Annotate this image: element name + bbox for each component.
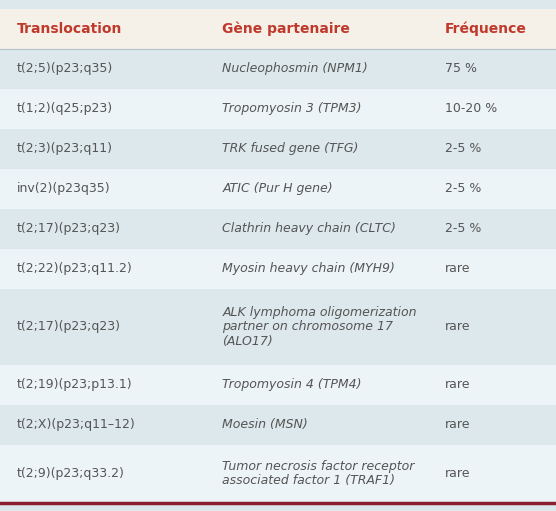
Text: t(2;22)(p23;q11.2): t(2;22)(p23;q11.2) bbox=[17, 262, 132, 275]
Text: t(2;9)(p23;q33.2): t(2;9)(p23;q33.2) bbox=[17, 467, 125, 480]
Text: t(2;19)(p23;p13.1): t(2;19)(p23;p13.1) bbox=[17, 378, 132, 391]
Text: Fréquence: Fréquence bbox=[445, 21, 527, 36]
Text: (ALO17): (ALO17) bbox=[222, 335, 273, 347]
Text: ALK lymphoma oligomerization: ALK lymphoma oligomerization bbox=[222, 306, 417, 318]
Text: inv(2)(p23q35): inv(2)(p23q35) bbox=[17, 182, 110, 195]
Text: Translocation: Translocation bbox=[17, 21, 122, 35]
Text: rare: rare bbox=[445, 320, 470, 333]
Bar bbox=[0, 248, 556, 289]
Text: Tumor necrosis factor receptor: Tumor necrosis factor receptor bbox=[222, 460, 415, 473]
Text: t(2;17)(p23;q23): t(2;17)(p23;q23) bbox=[17, 320, 121, 333]
Bar bbox=[0, 49, 556, 88]
Text: Tropomyosin 4 (TPM4): Tropomyosin 4 (TPM4) bbox=[222, 378, 362, 391]
Text: Myosin heavy chain (MYH9): Myosin heavy chain (MYH9) bbox=[222, 262, 395, 275]
Bar bbox=[0, 364, 556, 405]
Bar bbox=[0, 128, 556, 169]
Text: t(2;3)(p23;q11): t(2;3)(p23;q11) bbox=[17, 142, 113, 155]
Text: t(1;2)(q25;p23): t(1;2)(q25;p23) bbox=[17, 102, 113, 115]
Text: 10-20 %: 10-20 % bbox=[445, 102, 497, 115]
Text: associated factor 1 (TRAF1): associated factor 1 (TRAF1) bbox=[222, 474, 395, 487]
Text: 2-5 %: 2-5 % bbox=[445, 222, 481, 235]
Text: rare: rare bbox=[445, 467, 470, 480]
Text: 2-5 %: 2-5 % bbox=[445, 182, 481, 195]
Text: rare: rare bbox=[445, 378, 470, 391]
Text: t(2;X)(p23;q11–12): t(2;X)(p23;q11–12) bbox=[17, 418, 136, 431]
Bar bbox=[0, 169, 556, 208]
Bar bbox=[0, 88, 556, 128]
Bar bbox=[0, 445, 556, 502]
Text: TRK fused gene (TFG): TRK fused gene (TFG) bbox=[222, 142, 359, 155]
Text: t(2;17)(p23;q23): t(2;17)(p23;q23) bbox=[17, 222, 121, 235]
Text: rare: rare bbox=[445, 418, 470, 431]
Text: ATIC (Pur H gene): ATIC (Pur H gene) bbox=[222, 182, 333, 195]
Text: 2-5 %: 2-5 % bbox=[445, 142, 481, 155]
Bar bbox=[0, 405, 556, 445]
Bar bbox=[0, 9, 556, 49]
Text: partner on chromosome 17: partner on chromosome 17 bbox=[222, 320, 394, 333]
Text: Gène partenaire: Gène partenaire bbox=[222, 21, 350, 36]
Text: rare: rare bbox=[445, 262, 470, 275]
Bar bbox=[0, 208, 556, 248]
Text: 75 %: 75 % bbox=[445, 62, 477, 75]
Text: Tropomyosin 3 (TPM3): Tropomyosin 3 (TPM3) bbox=[222, 102, 362, 115]
Text: Nucleophosmin (NPM1): Nucleophosmin (NPM1) bbox=[222, 62, 368, 75]
Text: t(2;5)(p23;q35): t(2;5)(p23;q35) bbox=[17, 62, 113, 75]
Bar bbox=[0, 289, 556, 364]
Text: Clathrin heavy chain (CLTC): Clathrin heavy chain (CLTC) bbox=[222, 222, 396, 235]
Text: Moesin (MSN): Moesin (MSN) bbox=[222, 418, 308, 431]
